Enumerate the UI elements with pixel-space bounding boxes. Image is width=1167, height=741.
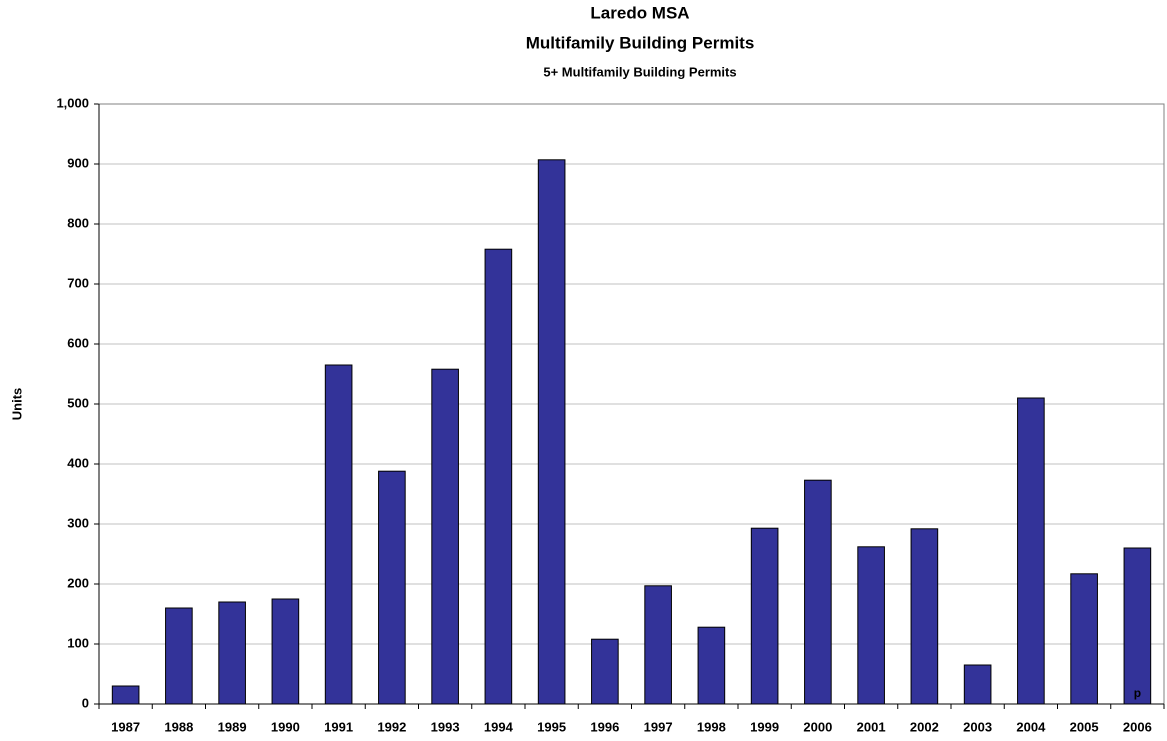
- bar: [591, 638, 619, 705]
- bar: [963, 664, 992, 705]
- bar: [378, 470, 406, 705]
- bar: [165, 607, 193, 705]
- bar: [644, 585, 672, 705]
- x-tick-label: 1997: [644, 719, 673, 734]
- x-tick-label: 1987: [111, 719, 140, 734]
- y-tick-label: 100: [67, 635, 89, 650]
- bar: [431, 368, 459, 705]
- bar: [857, 546, 885, 705]
- bar: [1070, 573, 1098, 705]
- y-tick-label: 300: [67, 515, 89, 530]
- x-tick-label: 1992: [377, 719, 406, 734]
- x-tick-label: 1996: [590, 719, 619, 734]
- bar: [1123, 547, 1152, 705]
- annotation: p: [1134, 686, 1141, 700]
- y-tick-label: 0: [82, 695, 89, 710]
- bar: [537, 159, 566, 705]
- x-tick-label: 1989: [218, 719, 247, 734]
- x-tick-label: 1994: [484, 719, 514, 734]
- x-tick-label: 1993: [431, 719, 460, 734]
- bar: [218, 601, 246, 705]
- bar: [804, 479, 832, 705]
- chart-subtitle: 5+ Multifamily Building Permits: [543, 64, 736, 79]
- y-axis-label: Units: [9, 388, 24, 421]
- x-tick-label: 2003: [963, 719, 992, 734]
- y-tick-label: 200: [67, 575, 89, 590]
- y-tick-label: 700: [67, 275, 89, 290]
- bar: [324, 364, 353, 705]
- x-tick-label: 2006: [1123, 719, 1152, 734]
- chart-subtitle: Multifamily Building Permits: [526, 33, 755, 52]
- x-tick-label: 1990: [271, 719, 300, 734]
- y-tick-label: 1,000: [56, 95, 89, 110]
- x-tick-label: 1999: [750, 719, 779, 734]
- x-tick-label: 2005: [1070, 719, 1099, 734]
- x-tick-label: 1988: [164, 719, 193, 734]
- bar: [1017, 397, 1045, 705]
- x-tick-label: 1991: [324, 719, 353, 734]
- bar: [910, 528, 939, 705]
- bar: [484, 248, 513, 705]
- y-tick-label: 800: [67, 215, 89, 230]
- x-tick-label: 1998: [697, 719, 726, 734]
- x-tick-label: 2004: [1016, 719, 1046, 734]
- bar: [111, 685, 140, 705]
- bar: [750, 527, 779, 705]
- y-tick-label: 600: [67, 335, 89, 350]
- x-tick-label: 1995: [537, 719, 566, 734]
- y-tick-label: 500: [67, 395, 89, 410]
- y-tick-label: 900: [67, 155, 89, 170]
- x-tick-label: 2000: [803, 719, 832, 734]
- y-tick-label: 400: [67, 455, 89, 470]
- x-tick-label: 2002: [910, 719, 939, 734]
- bar: [697, 626, 726, 705]
- chart-title: Laredo MSA: [590, 3, 689, 22]
- bar: [271, 598, 300, 705]
- x-tick-label: 2001: [857, 719, 886, 734]
